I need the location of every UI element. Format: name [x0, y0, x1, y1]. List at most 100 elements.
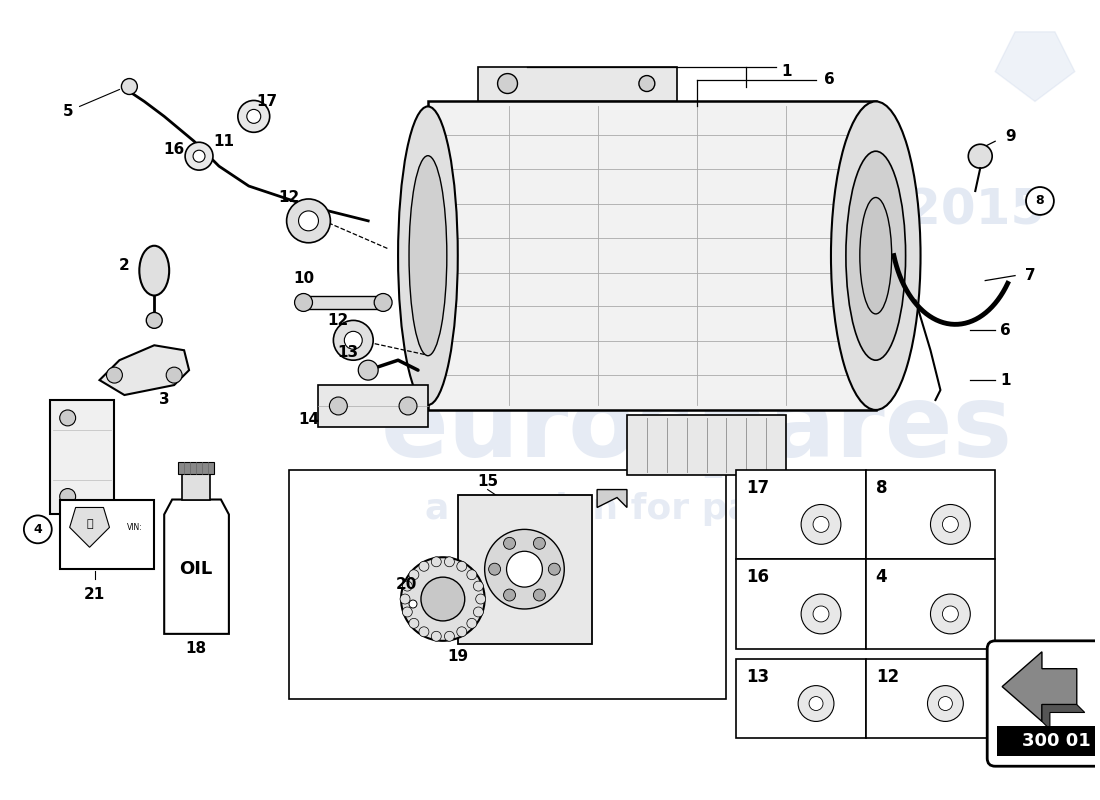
- Circle shape: [931, 594, 970, 634]
- Text: 20: 20: [395, 577, 417, 592]
- Bar: [736, 658, 866, 738]
- Circle shape: [121, 78, 138, 94]
- Text: 10: 10: [293, 271, 315, 286]
- Text: 300 01: 300 01: [1023, 732, 1091, 750]
- Text: 12: 12: [278, 190, 299, 206]
- Circle shape: [298, 211, 319, 231]
- Ellipse shape: [409, 156, 447, 356]
- Circle shape: [488, 563, 501, 575]
- Circle shape: [497, 74, 517, 94]
- Circle shape: [419, 562, 429, 571]
- Circle shape: [24, 515, 52, 543]
- Text: 14: 14: [298, 413, 319, 427]
- Polygon shape: [99, 346, 189, 395]
- Polygon shape: [597, 490, 627, 507]
- Text: 5: 5: [63, 104, 73, 119]
- Polygon shape: [1042, 705, 1085, 730]
- Circle shape: [146, 313, 162, 328]
- Circle shape: [403, 594, 422, 614]
- Circle shape: [504, 538, 516, 550]
- Circle shape: [506, 551, 542, 587]
- Circle shape: [473, 607, 483, 617]
- Ellipse shape: [140, 246, 169, 295]
- Text: OIL: OIL: [179, 560, 212, 578]
- Polygon shape: [996, 32, 1075, 102]
- Text: 2015: 2015: [905, 187, 1045, 235]
- Circle shape: [813, 606, 829, 622]
- Circle shape: [431, 631, 441, 642]
- Bar: [998, 726, 1100, 756]
- Circle shape: [938, 697, 953, 710]
- Text: 16: 16: [747, 568, 769, 586]
- Bar: [428, 102, 876, 410]
- Text: 4: 4: [876, 568, 888, 586]
- Circle shape: [943, 606, 958, 622]
- Bar: [477, 66, 676, 102]
- Circle shape: [344, 331, 362, 350]
- Text: 13: 13: [747, 668, 770, 686]
- Circle shape: [931, 505, 970, 544]
- Circle shape: [801, 505, 840, 544]
- Circle shape: [403, 581, 412, 591]
- Bar: [866, 470, 996, 559]
- Circle shape: [59, 410, 76, 426]
- Bar: [866, 559, 996, 649]
- Circle shape: [813, 517, 829, 532]
- Text: 12: 12: [328, 313, 349, 328]
- Circle shape: [475, 594, 485, 604]
- Text: 6: 6: [1000, 323, 1011, 338]
- Circle shape: [431, 557, 441, 566]
- Circle shape: [473, 581, 483, 591]
- FancyBboxPatch shape: [987, 641, 1100, 766]
- Circle shape: [374, 294, 392, 311]
- Polygon shape: [69, 507, 110, 547]
- Polygon shape: [1002, 652, 1077, 722]
- Circle shape: [409, 618, 419, 628]
- Text: 6: 6: [824, 72, 835, 87]
- Text: 21: 21: [84, 586, 106, 602]
- Bar: [319, 385, 428, 427]
- Text: eurospares: eurospares: [381, 382, 1013, 478]
- Circle shape: [504, 589, 516, 601]
- Text: 17: 17: [256, 94, 277, 109]
- Text: 4: 4: [33, 523, 42, 536]
- Ellipse shape: [860, 198, 892, 314]
- Circle shape: [1026, 187, 1054, 215]
- Circle shape: [466, 618, 476, 628]
- Circle shape: [534, 538, 546, 550]
- Text: 19: 19: [448, 650, 469, 664]
- Bar: [866, 658, 996, 738]
- Circle shape: [402, 558, 485, 641]
- Circle shape: [107, 367, 122, 383]
- Circle shape: [968, 144, 992, 168]
- Text: VIN:: VIN:: [128, 523, 143, 532]
- Circle shape: [59, 489, 76, 505]
- Circle shape: [534, 589, 546, 601]
- Circle shape: [444, 557, 454, 566]
- Circle shape: [943, 517, 958, 532]
- Circle shape: [799, 686, 834, 722]
- Circle shape: [409, 570, 419, 580]
- Bar: [458, 494, 592, 644]
- Circle shape: [399, 397, 417, 415]
- Circle shape: [421, 577, 464, 621]
- Text: 8: 8: [876, 478, 888, 497]
- Circle shape: [246, 110, 261, 123]
- Text: 8: 8: [1035, 194, 1044, 207]
- Bar: [183, 472, 210, 499]
- Text: 1: 1: [1000, 373, 1011, 387]
- Circle shape: [801, 594, 840, 634]
- Circle shape: [185, 142, 213, 170]
- Circle shape: [456, 627, 466, 637]
- Circle shape: [409, 600, 417, 608]
- Circle shape: [419, 627, 429, 637]
- Circle shape: [403, 607, 412, 617]
- Circle shape: [548, 563, 560, 575]
- Bar: [627, 415, 786, 474]
- Text: 17: 17: [747, 478, 770, 497]
- Circle shape: [810, 697, 823, 710]
- Ellipse shape: [846, 151, 905, 360]
- Circle shape: [287, 199, 330, 242]
- Circle shape: [333, 320, 373, 360]
- Circle shape: [329, 397, 348, 415]
